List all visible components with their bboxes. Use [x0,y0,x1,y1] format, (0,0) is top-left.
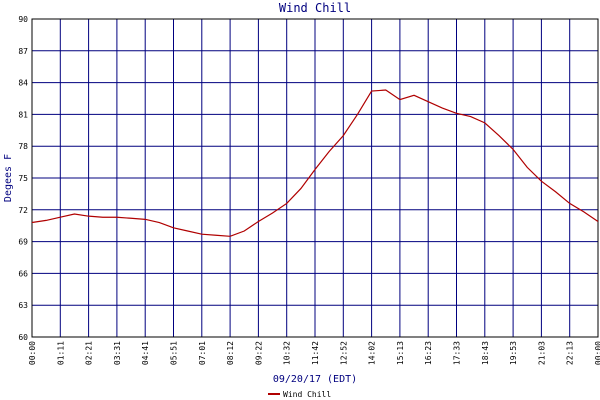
x-tick-label: 14:02 [368,341,377,365]
x-axis-label: 09/20/17 (EDT) [273,374,357,385]
line [31,89,599,237]
x-tick-label: 08:12 [226,341,235,365]
y-tick-label: 66 [18,269,28,278]
y-tick-label: 78 [18,142,28,151]
x-tick-label: 15:13 [396,341,405,365]
y-tick-label: 75 [18,174,28,183]
x-tick-label: 02:21 [85,341,94,365]
chart-title: Wind Chill [279,1,351,15]
x-tick-label: 04:41 [141,341,150,365]
x-tick-label: 10:32 [283,341,292,365]
y-tick-label: 63 [18,301,28,310]
x-tick-label: 05:51 [170,341,179,365]
plot-border [31,18,599,338]
x-tick-label: 00:00 [594,341,600,365]
y-tick-label: 81 [18,110,28,119]
legend-label: Wind Chill [283,390,331,399]
x-tick-label: 01:11 [56,341,65,365]
x-tick-label: 00:00 [28,341,37,365]
x-tick-label: 09:22 [254,341,263,365]
x-tick-label: 03:31 [113,341,122,365]
x-tick-label: 18:43 [481,341,490,365]
y-axis-label: Degees F [3,154,14,202]
x-tick-label: 16:23 [424,341,433,365]
x-tick-label: 19:53 [509,341,518,365]
y-tick-label: 84 [18,79,28,88]
y-tick-label: 87 [18,47,28,56]
x-tick-label: 12:52 [339,341,348,365]
x-tick-label: 22:13 [566,341,575,365]
x-tick-label: 07:01 [198,341,207,365]
x-tick-label: 11:42 [311,341,320,365]
x-tick-label: 21:03 [537,341,546,365]
y-tick-label: 60 [18,333,28,342]
y-tick-label: 72 [18,206,28,215]
y-tick-label: 90 [18,15,28,24]
y-tick-label: 69 [18,238,28,247]
x-tick-label: 17:33 [453,341,462,365]
